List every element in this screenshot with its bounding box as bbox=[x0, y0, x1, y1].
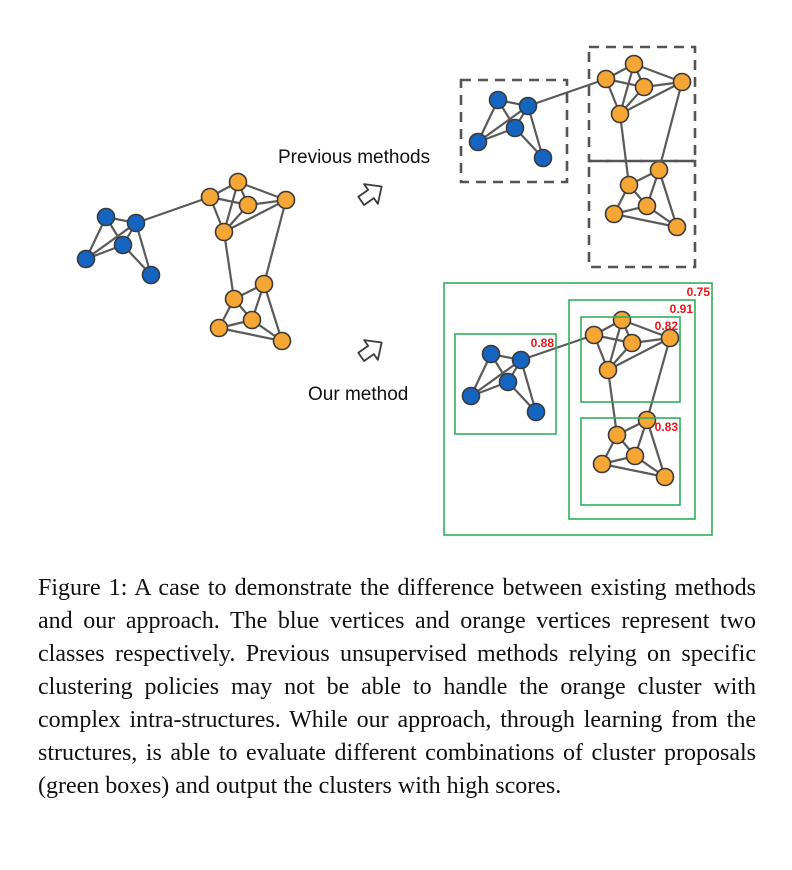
proposal-box-orange-top bbox=[580, 316, 681, 403]
orange-vertex bbox=[242, 310, 262, 330]
blue-vertex bbox=[511, 350, 531, 370]
graph-edge bbox=[613, 212, 678, 229]
orange-vertex bbox=[607, 425, 627, 445]
orange-vertex bbox=[254, 274, 274, 294]
orange-vertex bbox=[649, 160, 669, 180]
graph-edge bbox=[477, 105, 529, 143]
score-orange-top: 0.82 bbox=[655, 319, 679, 333]
graph-edge bbox=[527, 77, 607, 108]
blue-vertex bbox=[505, 118, 525, 138]
arrow-right-icon bbox=[357, 183, 383, 206]
blue-vertex bbox=[533, 148, 553, 168]
blue-vertex bbox=[141, 265, 161, 285]
graph-edge bbox=[218, 326, 283, 343]
blue-vertex bbox=[126, 213, 146, 233]
blue-vertex bbox=[481, 344, 501, 364]
blue-vertex bbox=[96, 207, 116, 227]
previous-orange-bottom-cluster-box bbox=[587, 159, 697, 269]
figure-diagram: 0.75 0.91 0.82 0.88 0.83 Previous method… bbox=[76, 45, 713, 536]
orange-vertex bbox=[238, 195, 258, 215]
blue-vertex bbox=[113, 235, 133, 255]
score-outer: 0.75 bbox=[687, 285, 711, 299]
orange-vertex bbox=[637, 410, 657, 430]
orange-vertex bbox=[272, 331, 292, 351]
orange-vertex bbox=[598, 360, 618, 380]
orange-vertex bbox=[228, 172, 248, 192]
orange-vertex bbox=[634, 77, 654, 97]
orange-vertex bbox=[596, 69, 616, 89]
orange-vertex bbox=[224, 289, 244, 309]
graph-edge bbox=[85, 222, 137, 260]
orange-vertex bbox=[622, 333, 642, 353]
blue-vertex bbox=[488, 90, 508, 110]
orange-vertex bbox=[655, 467, 675, 487]
caption-text: A case to demonstrate the difference bet… bbox=[38, 575, 757, 799]
label-our-method: Our method bbox=[308, 384, 408, 405]
orange-vertex bbox=[624, 54, 644, 74]
graph-edge bbox=[262, 199, 288, 285]
previous-blue-cluster-box bbox=[459, 78, 569, 184]
orange-vertex bbox=[625, 446, 645, 466]
graph-edge bbox=[657, 169, 679, 228]
orange-vertex bbox=[214, 222, 234, 242]
graph-edge bbox=[601, 462, 666, 479]
orange-vertex bbox=[619, 175, 639, 195]
graph-edge bbox=[645, 419, 667, 478]
graph-edge bbox=[470, 359, 522, 397]
score-blue: 0.88 bbox=[531, 336, 555, 350]
blue-vertex bbox=[461, 386, 481, 406]
orange-vertex bbox=[276, 190, 296, 210]
orange-vertex bbox=[584, 325, 604, 345]
figure-caption: Figure 1: A case to demonstrate the diff… bbox=[38, 572, 756, 803]
caption-label: Figure 1: bbox=[38, 575, 128, 601]
orange-vertex bbox=[612, 310, 632, 330]
orange-vertex bbox=[672, 72, 692, 92]
graph-edge bbox=[222, 231, 236, 300]
proposal-box-blue bbox=[454, 333, 557, 435]
orange-vertex bbox=[660, 328, 680, 348]
orange-vertex bbox=[604, 204, 624, 224]
score-orange-bottom: 0.83 bbox=[655, 420, 679, 434]
graph-input bbox=[76, 172, 296, 351]
graph-edge bbox=[645, 337, 672, 421]
graph-edge bbox=[262, 283, 284, 342]
blue-vertex bbox=[468, 132, 488, 152]
graph-edge bbox=[607, 337, 671, 371]
graph-edge bbox=[657, 81, 684, 171]
orange-vertex bbox=[209, 318, 229, 338]
blue-vertex bbox=[498, 372, 518, 392]
blue-vertex bbox=[518, 96, 538, 116]
proposal-box-orange-union bbox=[568, 299, 696, 520]
orange-vertex bbox=[637, 196, 657, 216]
proposal-box-outer bbox=[443, 282, 713, 536]
graph-edge bbox=[619, 81, 683, 115]
proposal-box-orange-bottom bbox=[580, 417, 681, 506]
blue-vertex bbox=[76, 249, 96, 269]
graph-edge bbox=[520, 333, 595, 362]
arrow-right-icon bbox=[357, 339, 383, 362]
orange-vertex bbox=[592, 454, 612, 474]
orange-vertex bbox=[667, 217, 687, 237]
blue-vertex bbox=[526, 402, 546, 422]
score-orange-union: 0.91 bbox=[670, 302, 694, 316]
orange-vertex bbox=[610, 104, 630, 124]
orange-vertex bbox=[200, 187, 220, 207]
graph-edge bbox=[618, 113, 631, 186]
graph-edge bbox=[135, 195, 211, 225]
label-previous-methods: Previous methods bbox=[278, 147, 430, 168]
graph-ours bbox=[461, 310, 680, 487]
graph-edge bbox=[223, 199, 287, 233]
graph-previous bbox=[468, 54, 692, 237]
